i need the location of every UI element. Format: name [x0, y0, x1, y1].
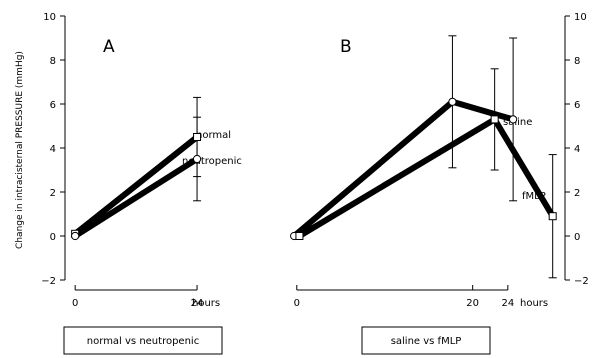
y-axis-left-tick-label: 2: [50, 188, 56, 199]
series-line-fmlp: [296, 116, 556, 239]
series-label-neutropenic: neutropenic: [182, 156, 242, 167]
y-axis-left-tick-label: 6: [50, 100, 56, 111]
panel-b-x-unit: hours: [520, 298, 548, 309]
y-axis-right-tick-label: 2: [574, 188, 580, 199]
y-axis-right-tick-label: 0: [574, 232, 580, 243]
y-axis-right-tick-label: −2: [574, 276, 589, 287]
data-point-fmlp: [295, 232, 304, 240]
panel-b-label: B: [340, 37, 352, 57]
data-point-neutropenic: [192, 154, 202, 164]
series-label-fmlp: fMLP: [522, 191, 546, 202]
y-axis-left-tick-label: −2: [41, 276, 56, 287]
y-axis-label: Change in intracisternal PRESSURE (mmHg): [15, 51, 25, 249]
x-tick-label: 20: [466, 298, 479, 309]
panel-a-label: A: [103, 37, 115, 57]
panel-a-x-unit: hours: [192, 298, 220, 309]
data-point-fmlp: [548, 212, 557, 221]
panel-a-caption: normal vs neutropenic: [87, 336, 199, 347]
panel-a: A hours normal neutropenic normal vs neu…: [63, 37, 242, 355]
y-axis-right-tick-label: 10: [574, 12, 587, 23]
y-axis-left-tick-label: 4: [50, 144, 56, 155]
panel-b-caption-box: [361, 326, 491, 355]
y-axis-right-tick-label: 6: [574, 100, 580, 111]
panel-b-caption: saline vs fMLP: [391, 336, 462, 347]
panel-a-caption-box: [63, 326, 223, 355]
data-point-saline: [448, 97, 457, 106]
y-axis-left-tick-label: 10: [43, 12, 56, 23]
x-tick-label: 24: [191, 298, 204, 309]
x-tick-label: 0: [294, 298, 300, 309]
data-point-saline: [509, 115, 518, 124]
x-tick-label: 0: [72, 298, 78, 309]
series-line-saline: [291, 98, 517, 239]
series-label-normal: normal: [196, 130, 231, 141]
y-axis-right-tick-label: 8: [574, 56, 580, 67]
y-axis-right-tick-label: 4: [574, 144, 580, 155]
series-line-neutropenic: [72, 156, 201, 239]
series-label-saline: saline: [503, 117, 532, 128]
data-point-normal: [193, 133, 202, 141]
x-tick-label: 24: [501, 298, 514, 309]
data-point-fmlp: [490, 115, 499, 124]
y-axis-title: Change in intracisternal PRESSURE (mmHg): [15, 51, 25, 249]
y-axis-left-tick-label: 0: [50, 232, 56, 243]
data-marks: [71, 35, 557, 279]
series-line-normal: [72, 134, 201, 237]
panel-b: B hours saline fMLP saline vs fMLP: [340, 37, 548, 355]
data-point-neutropenic: [71, 231, 80, 241]
y-axis-left-tick-label: 8: [50, 56, 56, 67]
